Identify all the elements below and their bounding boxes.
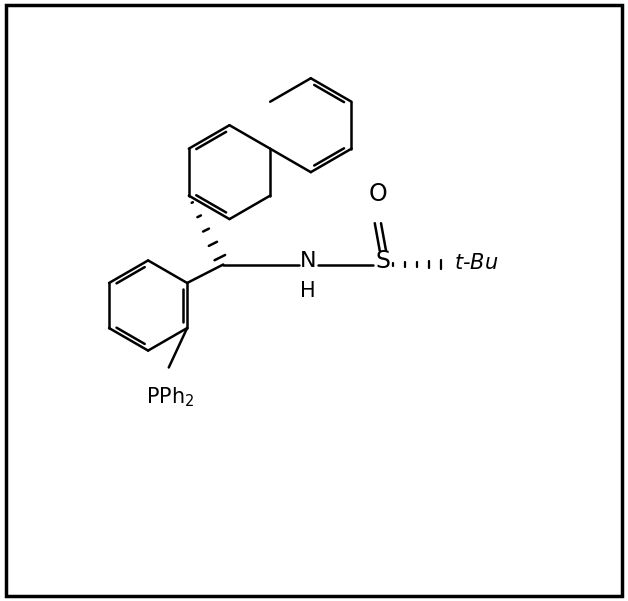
Text: O: O — [369, 182, 387, 206]
Text: S: S — [376, 249, 391, 273]
Text: N: N — [300, 251, 316, 272]
Text: $t$-Bu: $t$-Bu — [453, 253, 498, 273]
Text: PPh$_2$: PPh$_2$ — [146, 385, 194, 409]
Text: H: H — [300, 281, 316, 300]
